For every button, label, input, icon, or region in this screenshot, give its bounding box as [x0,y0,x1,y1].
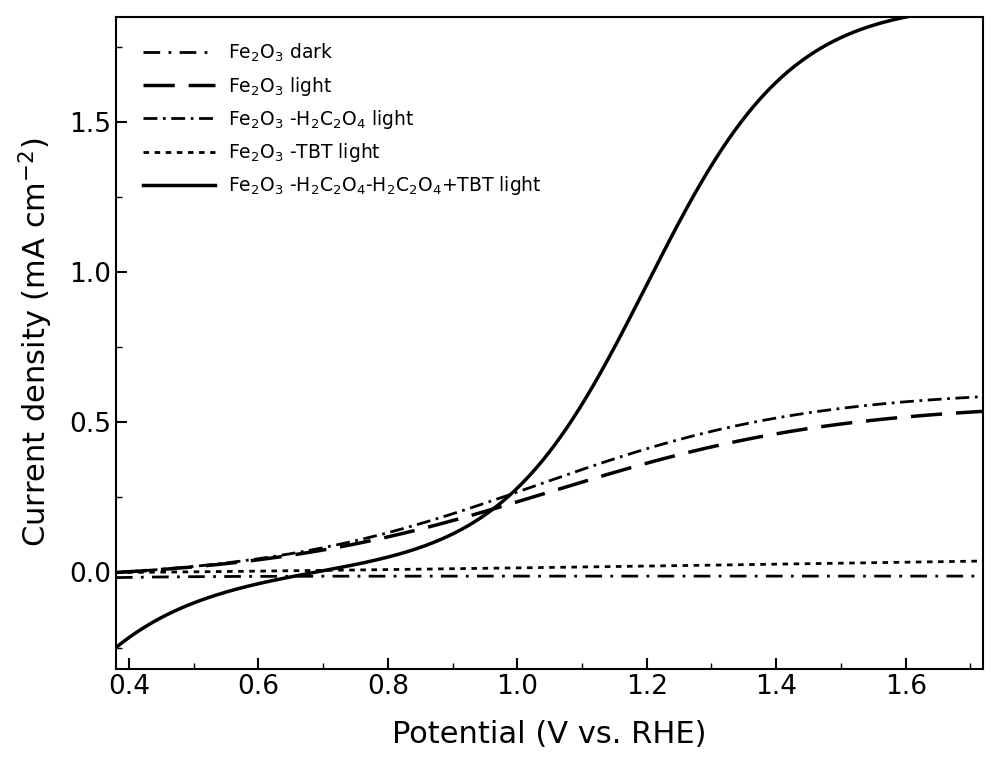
Line: Fe$_2$O$_3$ -TBT light: Fe$_2$O$_3$ -TBT light [116,561,983,572]
Fe$_2$O$_3$ dark [532,571,544,581]
Fe$_2$O$_3$ light [154,565,166,574]
Fe$_2$O$_3$ light [793,425,805,434]
Fe$_2$O$_3$ -H$_2$C$_2$O$_4$ light [793,410,805,419]
Fe$_2$O$_3$ -H$_2$C$_2$O$_4$ light [952,394,964,403]
Fe$_2$O$_3$ light [532,491,544,500]
Fe$_2$O$_3$ light [509,498,521,507]
Line: Fe$_2$O$_3$ -H$_2$C$_2$O$_4$ light: Fe$_2$O$_3$ -H$_2$C$_2$O$_4$ light [116,397,983,572]
Fe$_2$O$_3$ light [977,407,989,416]
Fe$_2$O$_3$ dark [977,571,989,581]
Fe$_2$O$_3$ -H$_2$C$_2$O$_4$ light [154,565,166,574]
Fe$_2$O$_3$ -H$_2$C$_2$O$_4$-H$_2$C$_2$O$_4$+TBT light [110,643,122,652]
Fe$_2$O$_3$ -TBT light [952,557,964,566]
Y-axis label: Current density (mA cm$^{-2}$): Current density (mA cm$^{-2}$) [17,138,55,548]
Line: Fe$_2$O$_3$ dark: Fe$_2$O$_3$ dark [116,576,983,578]
Fe$_2$O$_3$ -H$_2$C$_2$O$_4$ light [110,568,122,577]
Fe$_2$O$_3$ dark [154,572,166,581]
Fe$_2$O$_3$ light [952,408,964,417]
Line: Fe$_2$O$_3$ -H$_2$C$_2$O$_4$-H$_2$C$_2$O$_4$+TBT light: Fe$_2$O$_3$ -H$_2$C$_2$O$_4$-H$_2$C$_2$O… [116,7,983,647]
Fe$_2$O$_3$ -H$_2$C$_2$O$_4$-H$_2$C$_2$O$_4$+TBT light [509,486,521,495]
Fe$_2$O$_3$ -TBT light [952,557,964,566]
Fe$_2$O$_3$ dark [110,573,122,582]
Fe$_2$O$_3$ -TBT light [154,568,166,577]
Legend: Fe$_2$O$_3$ dark, Fe$_2$O$_3$ light, Fe$_2$O$_3$ -H$_2$C$_2$O$_4$ light, Fe$_2$O: Fe$_2$O$_3$ dark, Fe$_2$O$_3$ light, Fe$… [134,33,551,207]
Fe$_2$O$_3$ -H$_2$C$_2$O$_4$-H$_2$C$_2$O$_4$+TBT light [952,5,964,14]
Fe$_2$O$_3$ -H$_2$C$_2$O$_4$ light [952,394,964,403]
Fe$_2$O$_3$ -TBT light [509,563,521,572]
X-axis label: Potential (V vs. RHE): Potential (V vs. RHE) [392,720,707,749]
Fe$_2$O$_3$ dark [793,571,805,581]
Fe$_2$O$_3$ -H$_2$C$_2$O$_4$ light [509,489,521,498]
Fe$_2$O$_3$ dark [509,571,521,581]
Fe$_2$O$_3$ dark [952,571,964,581]
Fe$_2$O$_3$ dark [952,571,964,581]
Fe$_2$O$_3$ -H$_2$C$_2$O$_4$ light [532,480,544,489]
Fe$_2$O$_3$ -H$_2$C$_2$O$_4$-H$_2$C$_2$O$_4$+TBT light [952,5,964,14]
Fe$_2$O$_3$ light [110,568,122,577]
Fe$_2$O$_3$ -TBT light [532,563,544,572]
Fe$_2$O$_3$ -H$_2$C$_2$O$_4$-H$_2$C$_2$O$_4$+TBT light [977,2,989,11]
Fe$_2$O$_3$ -TBT light [793,559,805,568]
Fe$_2$O$_3$ light [952,408,964,417]
Fe$_2$O$_3$ -TBT light [977,556,989,565]
Fe$_2$O$_3$ -TBT light [110,568,122,577]
Line: Fe$_2$O$_3$ light: Fe$_2$O$_3$ light [116,411,983,572]
Fe$_2$O$_3$ -H$_2$C$_2$O$_4$-H$_2$C$_2$O$_4$+TBT light [793,58,805,67]
Fe$_2$O$_3$ -H$_2$C$_2$O$_4$-H$_2$C$_2$O$_4$+TBT light [154,614,166,623]
Fe$_2$O$_3$ -H$_2$C$_2$O$_4$-H$_2$C$_2$O$_4$+TBT light [532,462,544,471]
Fe$_2$O$_3$ -H$_2$C$_2$O$_4$ light [977,392,989,401]
